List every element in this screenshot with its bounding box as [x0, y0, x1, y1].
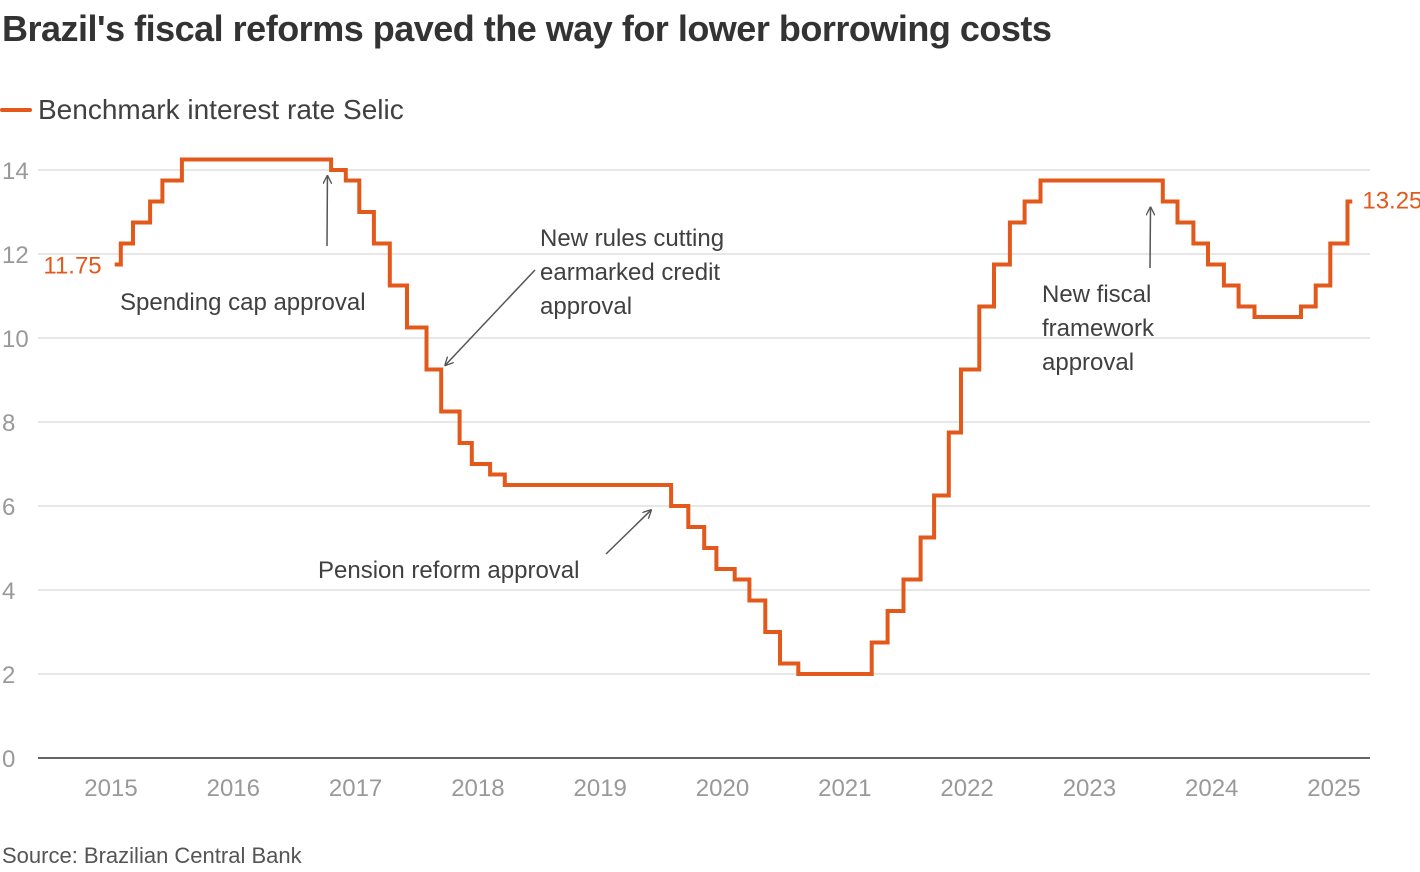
start-value-label: 11.75 — [43, 253, 101, 280]
x-tick-label-2020: 2020 — [696, 775, 749, 802]
y-tick-label-10: 10 — [2, 326, 29, 353]
legend-swatch — [0, 108, 32, 112]
annotation-text-fiscal-framework: framework — [1042, 315, 1155, 342]
source-note: Source: Brazilian Central Bank — [2, 843, 302, 868]
annotation-arrow-earmarked-credit — [445, 269, 536, 365]
x-tick-label-2021: 2021 — [818, 775, 871, 802]
annotation-text-earmarked-credit: New rules cutting — [540, 225, 724, 252]
y-tick-label-2: 2 — [2, 662, 15, 689]
x-tick-label-2022: 2022 — [940, 775, 993, 802]
legend-label: Benchmark interest rate Selic — [38, 94, 404, 125]
annotation-text-spending-cap: Spending cap approval — [120, 289, 366, 316]
annotation-text-fiscal-framework: approval — [1042, 349, 1134, 376]
y-tick-label-12: 12 — [2, 242, 29, 269]
x-tick-label-2017: 2017 — [329, 775, 382, 802]
x-tick-label-2016: 2016 — [207, 775, 260, 802]
y-tick-label-4: 4 — [2, 578, 15, 605]
series — [114, 157, 1353, 676]
chart-title: Brazil's fiscal reforms paved the way fo… — [2, 8, 1052, 49]
annotation-text-earmarked-credit: earmarked credit — [540, 259, 720, 286]
x-tick-label-2019: 2019 — [574, 775, 627, 802]
annotation-text-earmarked-credit: approval — [540, 293, 632, 320]
annotation-arrow-pension-reform — [605, 510, 651, 555]
annotation-arrow-fiscal-framework — [1150, 207, 1151, 269]
x-tick-label-2018: 2018 — [451, 775, 504, 802]
y-tick-label-0: 0 — [2, 746, 15, 773]
end-value-label: 13.25 — [1362, 188, 1420, 215]
x-tick-label-2024: 2024 — [1185, 775, 1238, 802]
y-tick-label-8: 8 — [2, 410, 15, 437]
legend: Benchmark interest rate Selic — [0, 92, 404, 128]
y-tick-label-14: 14 — [2, 158, 29, 185]
value-labels: 11.75 13.25 — [43, 188, 1420, 280]
annotation-text-fiscal-framework: New fiscal — [1042, 281, 1151, 308]
annotations: Spending cap approval New rules cutting ea… — [120, 176, 1155, 584]
series-line-selic — [114, 157, 1353, 676]
x-tick-label-2015: 2015 — [84, 775, 137, 802]
y-tick-label-6: 6 — [2, 494, 15, 521]
gridlines — [38, 169, 1370, 675]
annotation-text-pension-reform: Pension reform approval — [318, 557, 579, 584]
x-tick-label-2025: 2025 — [1307, 775, 1360, 802]
x-tick-label-2023: 2023 — [1063, 775, 1116, 802]
axes: 0 2 4 6 8 10 12 14 2015 2016 2017 2018 2019 2020 2021 2… — [2, 158, 1370, 802]
